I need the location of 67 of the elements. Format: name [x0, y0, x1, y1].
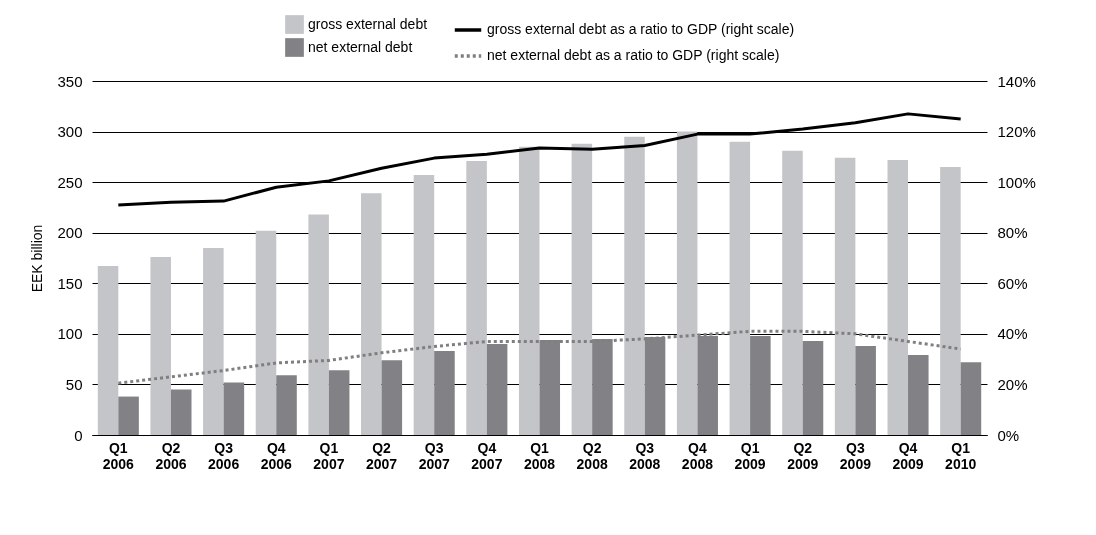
x-tick-label: Q4 2006: [260, 439, 293, 472]
bar: [434, 351, 455, 435]
x-tick-label: Q4 2009: [892, 439, 924, 472]
bar: [676, 131, 698, 435]
bar: [97, 266, 119, 435]
y-axis-title: EEK billion: [29, 224, 46, 293]
x-tick-label: Q1 2008: [523, 439, 556, 472]
y2-tick-label: 80%: [997, 224, 1028, 242]
x-tick-label: Q4 2007: [471, 439, 503, 472]
x-tick-label: Q2 2008: [576, 439, 608, 472]
bar: [466, 160, 487, 435]
y2-tick-label: 40%: [997, 325, 1028, 343]
x-tick-label: Q2 2009: [787, 439, 819, 472]
y-tick-label: 350: [57, 72, 83, 90]
y2-tick-label: 120%: [997, 123, 1036, 141]
y2-tick-label: 100%: [997, 173, 1036, 191]
bar: [203, 247, 224, 435]
bar: [308, 214, 329, 435]
y-tick-label: 150: [57, 274, 83, 292]
x-tick-label: Q2 2007: [365, 439, 398, 472]
bar: [413, 175, 435, 435]
y-tick-label: 100: [57, 325, 83, 343]
bar: [855, 345, 876, 435]
bar: [381, 360, 403, 435]
bar: [940, 166, 961, 435]
legend-label: gross external debt as a ratio to GDP (right scale): [487, 21, 795, 37]
bar: [361, 193, 382, 435]
bar: [571, 143, 593, 435]
x-tick-label: Q3 2007: [418, 439, 450, 472]
y2-tick-label: 0%: [997, 426, 1020, 444]
y2-tick-label: 60%: [997, 274, 1028, 292]
y-tick-label: 50: [65, 375, 83, 393]
bar: [782, 150, 803, 435]
y-tick-label: 300: [57, 123, 83, 141]
bar: [118, 396, 139, 435]
y-tick-label: 0: [74, 426, 83, 444]
x-tick-label: Q1 2010: [945, 439, 977, 472]
bar: [960, 362, 982, 435]
legend-label: net external debt: [308, 38, 413, 55]
bar: [223, 382, 245, 435]
y2-tick-label: 140%: [997, 72, 1036, 90]
legend-label: gross external debt: [308, 15, 428, 32]
bar: [170, 389, 192, 435]
bar: [750, 335, 771, 435]
x-tick-label: Q1 2006: [102, 439, 135, 472]
bar: [328, 370, 350, 435]
x-tick-label: Q2 2006: [155, 439, 187, 472]
bar: [150, 256, 171, 435]
bar: [887, 159, 909, 435]
x-tick-label: Q3 2006: [208, 439, 240, 472]
legend-label: net external debt as a ratio to GDP (right scale): [487, 47, 780, 63]
y2-tick-label: 20%: [997, 375, 1028, 393]
x-tick-label: Q4 2008: [681, 439, 714, 472]
x-tick-label: Q3 2008: [629, 439, 661, 472]
bar: [624, 136, 645, 435]
x-tick-label: Q3 2009: [839, 439, 872, 472]
bar: [834, 157, 856, 435]
x-tick-label: Q1 2007: [313, 439, 345, 472]
y-tick-label: 200: [57, 224, 83, 242]
bar: [802, 340, 824, 435]
bar: [518, 146, 540, 435]
bar: [276, 375, 297, 435]
bar: [729, 141, 751, 435]
bar: [255, 230, 277, 435]
bar: [908, 355, 929, 435]
x-tick-label: Q1 2009: [734, 439, 766, 472]
y-tick-label: 250: [57, 173, 83, 191]
